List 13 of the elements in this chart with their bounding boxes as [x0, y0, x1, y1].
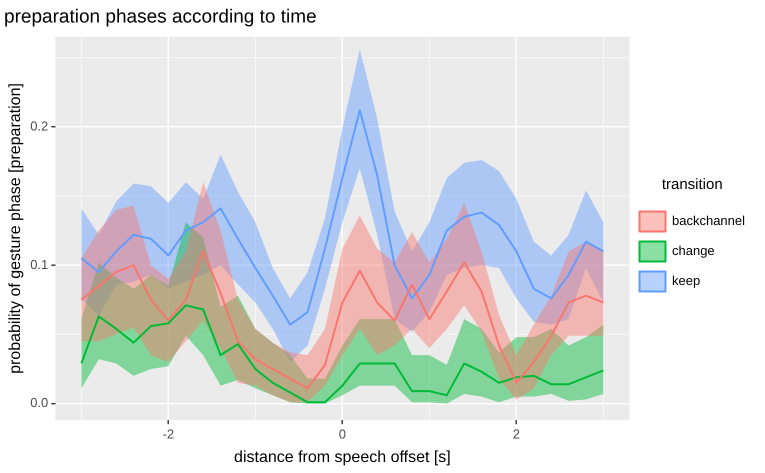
legend-label: backchannel: [672, 213, 746, 228]
x-tick-label: -2: [162, 426, 174, 442]
y-tick-label: 0.2: [30, 118, 48, 134]
chart-title: preparation phases according to time: [4, 6, 317, 28]
legend-title: transition: [662, 176, 723, 194]
x-axis-title: distance from speech offset [s]: [234, 448, 451, 466]
y-tick-label: 0.0: [30, 395, 48, 410]
legend-label: keep: [672, 273, 700, 288]
y-tick-label: 0.1: [30, 256, 48, 272]
y-axis-title: probability of gesture phase [preparation]: [7, 83, 24, 374]
legend-label: change: [672, 243, 715, 258]
x-tick-label: 0: [338, 426, 346, 442]
x-tick-label: 2: [512, 426, 520, 442]
